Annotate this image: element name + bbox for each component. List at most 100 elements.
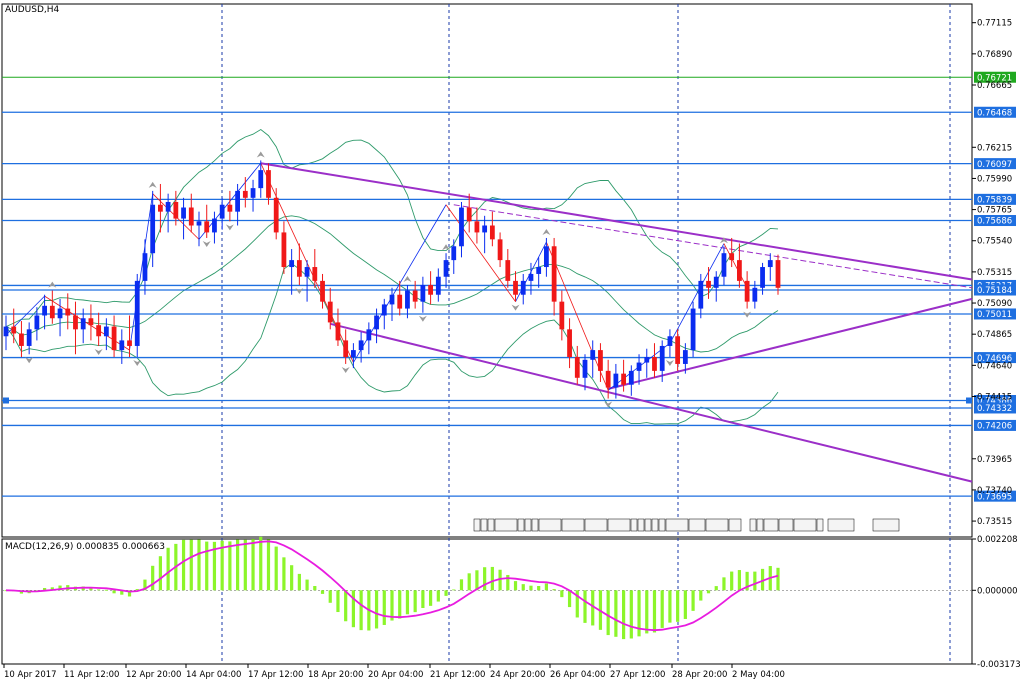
time-strip-box-23 [778,518,794,532]
level-tag-label-3: 0.75839 [977,196,1012,206]
candle-body-34 [266,170,271,198]
candle-body-28 [219,204,225,219]
candle-body-95 [737,260,742,281]
candle-body-42 [327,301,333,323]
candle-body-39 [304,267,310,277]
time-strip-box-1 [480,518,488,532]
time-strip-box-0 [473,518,481,532]
bollinger-upper [5,128,779,328]
macd-bar-11 [89,587,93,591]
macd-bar-60 [467,573,471,591]
candle-body-74 [574,357,580,378]
level-tag-label-1: 0.76468 [977,108,1012,118]
macd-bar-95 [737,570,741,591]
time-strip-box-3 [494,518,518,532]
macd-bar-35 [274,546,278,591]
macd-bar-84 [652,590,657,633]
candle-body-89 [690,308,696,351]
candle-body-18 [142,253,148,281]
candle-body-13 [103,326,109,337]
time-tick-label-8: 24 Apr 20:00 [490,670,545,680]
level-tag-label-2: 0.76097 [977,160,1012,170]
bollinger-lower [5,262,779,425]
candle-body-60 [466,207,472,222]
candle-body-1 [11,326,17,334]
candle-body-6 [49,305,55,319]
candle-body-41 [320,280,325,302]
candle-body-35 [273,197,279,233]
candle-body-26 [204,221,210,233]
macd-bar-5 [43,587,47,591]
macd-bar-43 [336,590,340,613]
macd-bar-32 [251,539,255,591]
time-strip-box-18 [705,518,729,532]
candle-body-49 [381,304,387,316]
macd-panel: 0.002208 0.000000 -0.003173 [2,535,1021,670]
macd-bar-7 [58,585,62,591]
level-tag-label-9: 0.74386 [977,397,1012,407]
candle-body-100 [775,260,781,288]
candle-body-17 [134,280,140,346]
time-tick-label-11: 28 Apr 20:00 [672,670,727,680]
macd-bar-49 [382,590,386,625]
level-tag-9 [974,394,1016,406]
macd-bar-28 [220,540,224,591]
level-tag-label-7: 0.75011 [977,310,1012,320]
price-tick-label-5: 0.75765 [977,206,1012,216]
time-strip-box-19 [728,518,742,532]
price-tick-label-8: 0.75090 [977,299,1012,309]
macd-label: MACD(12,26,9) 0.000835 0.000663 [5,542,165,552]
level-tag-3 [974,193,1016,205]
macd-bar-41 [320,590,325,594]
level-tag-11 [974,419,1016,431]
candle-body-33 [258,170,264,189]
macd-bar-83 [645,590,649,634]
candle-body-4 [34,315,40,330]
macd-bar-85 [660,590,664,628]
fractal-down-13 [511,304,520,311]
macd-bar-98 [760,568,765,591]
price-tick-label-3: 0.76215 [977,143,1012,153]
candle-body-85 [659,345,665,371]
macd-bar-6 [50,587,54,591]
macd-panel-frame [1,538,973,665]
macd-bar-88 [683,590,687,619]
candle-body-64 [497,239,503,261]
macd-bar-39 [305,579,309,591]
support-trend-line [607,297,973,390]
fractal-up-1 [48,281,57,288]
macd-bar-63 [490,566,494,591]
candle-body-22 [173,201,179,219]
macd-bar-12 [97,589,101,591]
candle-body-40 [312,267,318,281]
time-strip-box-13 [644,518,652,532]
candle-body-81 [628,370,634,385]
macd-bar-66 [513,581,518,591]
candle-body-90 [698,280,704,309]
macd-bar-79 [614,590,618,637]
candle-body-31 [242,190,248,198]
time-tick-label-0: 10 Apr 2017 [4,670,57,680]
fractal-down-15 [604,401,613,408]
price-tick-label-12: 0.73965 [977,455,1012,465]
candle-body-36 [281,232,287,268]
level-tag-label-4: 0.75686 [977,217,1012,227]
candle-body-44 [343,340,349,358]
macd-bar-94 [730,571,734,591]
level-tag-0 [974,71,1016,83]
time-tick-label-1: 11 Apr 12:00 [64,670,119,680]
fractal-up-7 [256,151,265,158]
time-tick-label-7: 21 Apr 12:00 [430,670,485,680]
candle-body-25 [196,221,202,226]
macd-bar-97 [753,571,757,591]
candle-body-75 [582,359,588,378]
candle-body-46 [358,340,364,351]
candle-body-82 [636,362,642,371]
time-strip-box-27 [872,518,900,532]
level-tag-label-12: 0.73695 [977,492,1012,502]
time-strip-box-26 [827,518,855,532]
time-strip-box-17 [688,518,706,532]
level-marker-right [966,397,972,404]
